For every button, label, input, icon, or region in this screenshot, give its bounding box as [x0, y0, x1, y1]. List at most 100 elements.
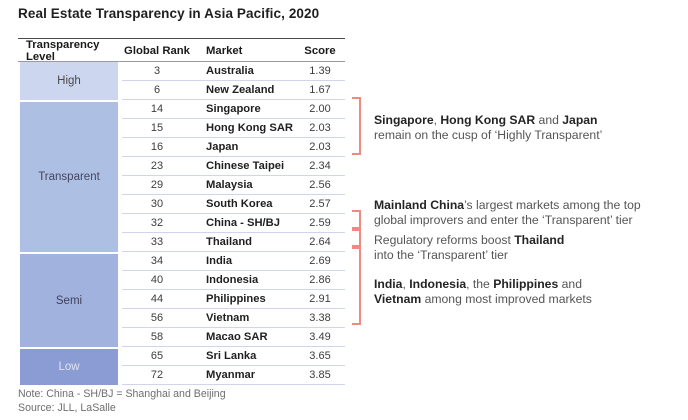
market-cell: Macao SAR: [206, 331, 268, 343]
score-cell: 2.91: [309, 293, 331, 305]
rank-cell: 14: [150, 103, 164, 115]
transparency-table: Transparency Level Global Rank Market Sc…: [18, 38, 345, 385]
rank-cell: 58: [150, 331, 164, 343]
score-cell: 2.34: [309, 160, 331, 172]
score-cell: 2.03: [309, 141, 331, 153]
market-cell: China - SH/BJ: [206, 217, 280, 229]
bracket-thailand: [352, 229, 361, 247]
table-row: 15 Hong Kong SAR 2.03: [122, 119, 345, 138]
market-cell: Singapore: [206, 103, 261, 115]
table-row: 58 Macao SAR 3.49: [122, 328, 345, 347]
table-row: 30 South Korea 2.57: [122, 195, 345, 214]
score-cell: 2.56: [309, 179, 331, 191]
score-cell: 2.86: [309, 274, 331, 286]
market-cell: Myanmar: [206, 369, 256, 381]
bracket-india-to-vietnam: [352, 247, 361, 325]
score-cell: 1.67: [309, 84, 331, 96]
market-cell: Japan: [206, 141, 239, 153]
market-cell: South Korea: [206, 198, 273, 210]
level-group-low: Low 65 Sri Lanka 3.65 72 Myanmar 3.85: [18, 347, 345, 385]
col-header-score: Score: [304, 45, 336, 57]
table-header-row: Transparency Level Global Rank Market Sc…: [18, 38, 345, 63]
group-rows: 65 Sri Lanka 3.65 72 Myanmar 3.85: [122, 347, 345, 385]
rank-cell: 40: [150, 274, 164, 286]
market-cell: New Zealand: [206, 84, 275, 96]
table-row: 34 India 2.69: [122, 252, 345, 271]
level-cell-low: Low: [20, 347, 118, 385]
rank-cell: 16: [150, 141, 164, 153]
annotation-thailand-reforms: Regulatory reforms boost Thailand into th…: [374, 233, 565, 262]
col-header-global-rank: Global Rank: [124, 45, 190, 57]
rank-cell: 33: [150, 236, 164, 248]
score-cell: 3.85: [309, 369, 331, 381]
group-rows: 14 Singapore 2.00 15 Hong Kong SAR 2.03 16 Japa…: [122, 100, 345, 252]
score-cell: 2.69: [309, 255, 331, 267]
rank-cell: 65: [150, 350, 164, 362]
market-cell: Malaysia: [206, 179, 253, 191]
annotation-most-improved: India, Indonesia, the Philippines and Vie…: [374, 277, 592, 306]
rank-cell: 34: [150, 255, 164, 267]
table-row: 16 Japan 2.03: [122, 138, 345, 157]
score-cell: 2.57: [309, 198, 331, 210]
table-row: 29 Malaysia 2.56: [122, 176, 345, 195]
score-cell: 1.39: [309, 65, 331, 77]
table-row: 56 Vietnam 3.38: [122, 309, 345, 328]
rank-cell: 44: [150, 293, 164, 305]
rank-cell: 6: [153, 84, 161, 96]
table-row: 32 China - SH/BJ 2.59: [122, 214, 345, 233]
score-cell: 3.65: [309, 350, 331, 362]
group-rows: 34 India 2.69 40 Indonesia 2.86 44 Philippines 2…: [122, 252, 345, 347]
group-rows: 3 Australia 1.39 6 New Zealand 1.67: [122, 62, 345, 100]
market-cell: Sri Lanka: [206, 350, 257, 362]
table-row: 44 Philippines 2.91: [122, 290, 345, 309]
table-row: 33 Thailand 2.64: [122, 233, 345, 252]
note-text: Note: China - SH/BJ = Shanghai and Beiji…: [18, 388, 226, 400]
rank-cell: 15: [150, 122, 164, 134]
market-cell: Indonesia: [206, 274, 259, 286]
bracket-singapore-hongkong-japan: [352, 97, 361, 155]
market-cell: Hong Kong SAR: [206, 122, 293, 134]
score-cell: 2.64: [309, 236, 331, 248]
rank-cell: 30: [150, 198, 164, 210]
rank-cell: 29: [150, 179, 164, 191]
market-cell: Australia: [206, 65, 254, 77]
score-cell: 2.00: [309, 103, 331, 115]
score-cell: 2.03: [309, 122, 331, 134]
level-group-high: High 3 Australia 1.39 6 New Zealand 1.67: [18, 62, 345, 100]
level-cell-semi: Semi: [20, 252, 118, 347]
market-cell: Thailand: [206, 236, 252, 248]
annotation-cusp-highly-transparent: Singapore, Hong Kong SAR and Japan remain…: [374, 113, 603, 142]
rank-cell: 23: [150, 160, 164, 172]
table-row: 3 Australia 1.39: [122, 62, 345, 81]
annotation-mainland-china: Mainland China’s largest markets among t…: [374, 198, 641, 227]
score-cell: 3.38: [309, 312, 331, 324]
level-group-transparent: Transparent 14 Singapore 2.00 15 Hong Kong SA…: [18, 100, 345, 252]
rank-cell: 72: [150, 369, 164, 381]
col-header-market: Market: [206, 45, 243, 57]
figure-title: Real Estate Transparency in Asia Pacific…: [18, 6, 320, 21]
market-cell: Vietnam: [206, 312, 250, 324]
table-row: 23 Chinese Taipei 2.34: [122, 157, 345, 176]
score-cell: 3.49: [309, 331, 331, 343]
table-row: 6 New Zealand 1.67: [122, 81, 345, 100]
level-column: Low: [18, 347, 122, 385]
level-cell-high: High: [20, 62, 118, 100]
table-row: 65 Sri Lanka 3.65: [122, 347, 345, 366]
market-cell: India: [206, 255, 233, 267]
rank-cell: 32: [150, 217, 164, 229]
table-row: 72 Myanmar 3.85: [122, 366, 345, 385]
market-cell: Chinese Taipei: [206, 160, 285, 172]
rank-cell: 56: [150, 312, 164, 324]
level-group-semi: Semi 34 India 2.69 40 Indonesia 2.86 44 Philippi…: [18, 252, 345, 347]
level-column: High: [18, 62, 122, 100]
level-column: Semi: [18, 252, 122, 347]
table-row: 14 Singapore 2.00: [122, 100, 345, 119]
market-cell: Philippines: [206, 293, 266, 305]
bracket-china-shbj: [352, 210, 361, 229]
col-header-transparency-level: Transparency Level: [26, 39, 100, 63]
level-column: Transparent: [18, 100, 122, 252]
score-cell: 2.59: [309, 217, 331, 229]
source-text: Source: JLL, LaSalle: [18, 402, 116, 414]
rank-cell: 3: [153, 65, 161, 77]
